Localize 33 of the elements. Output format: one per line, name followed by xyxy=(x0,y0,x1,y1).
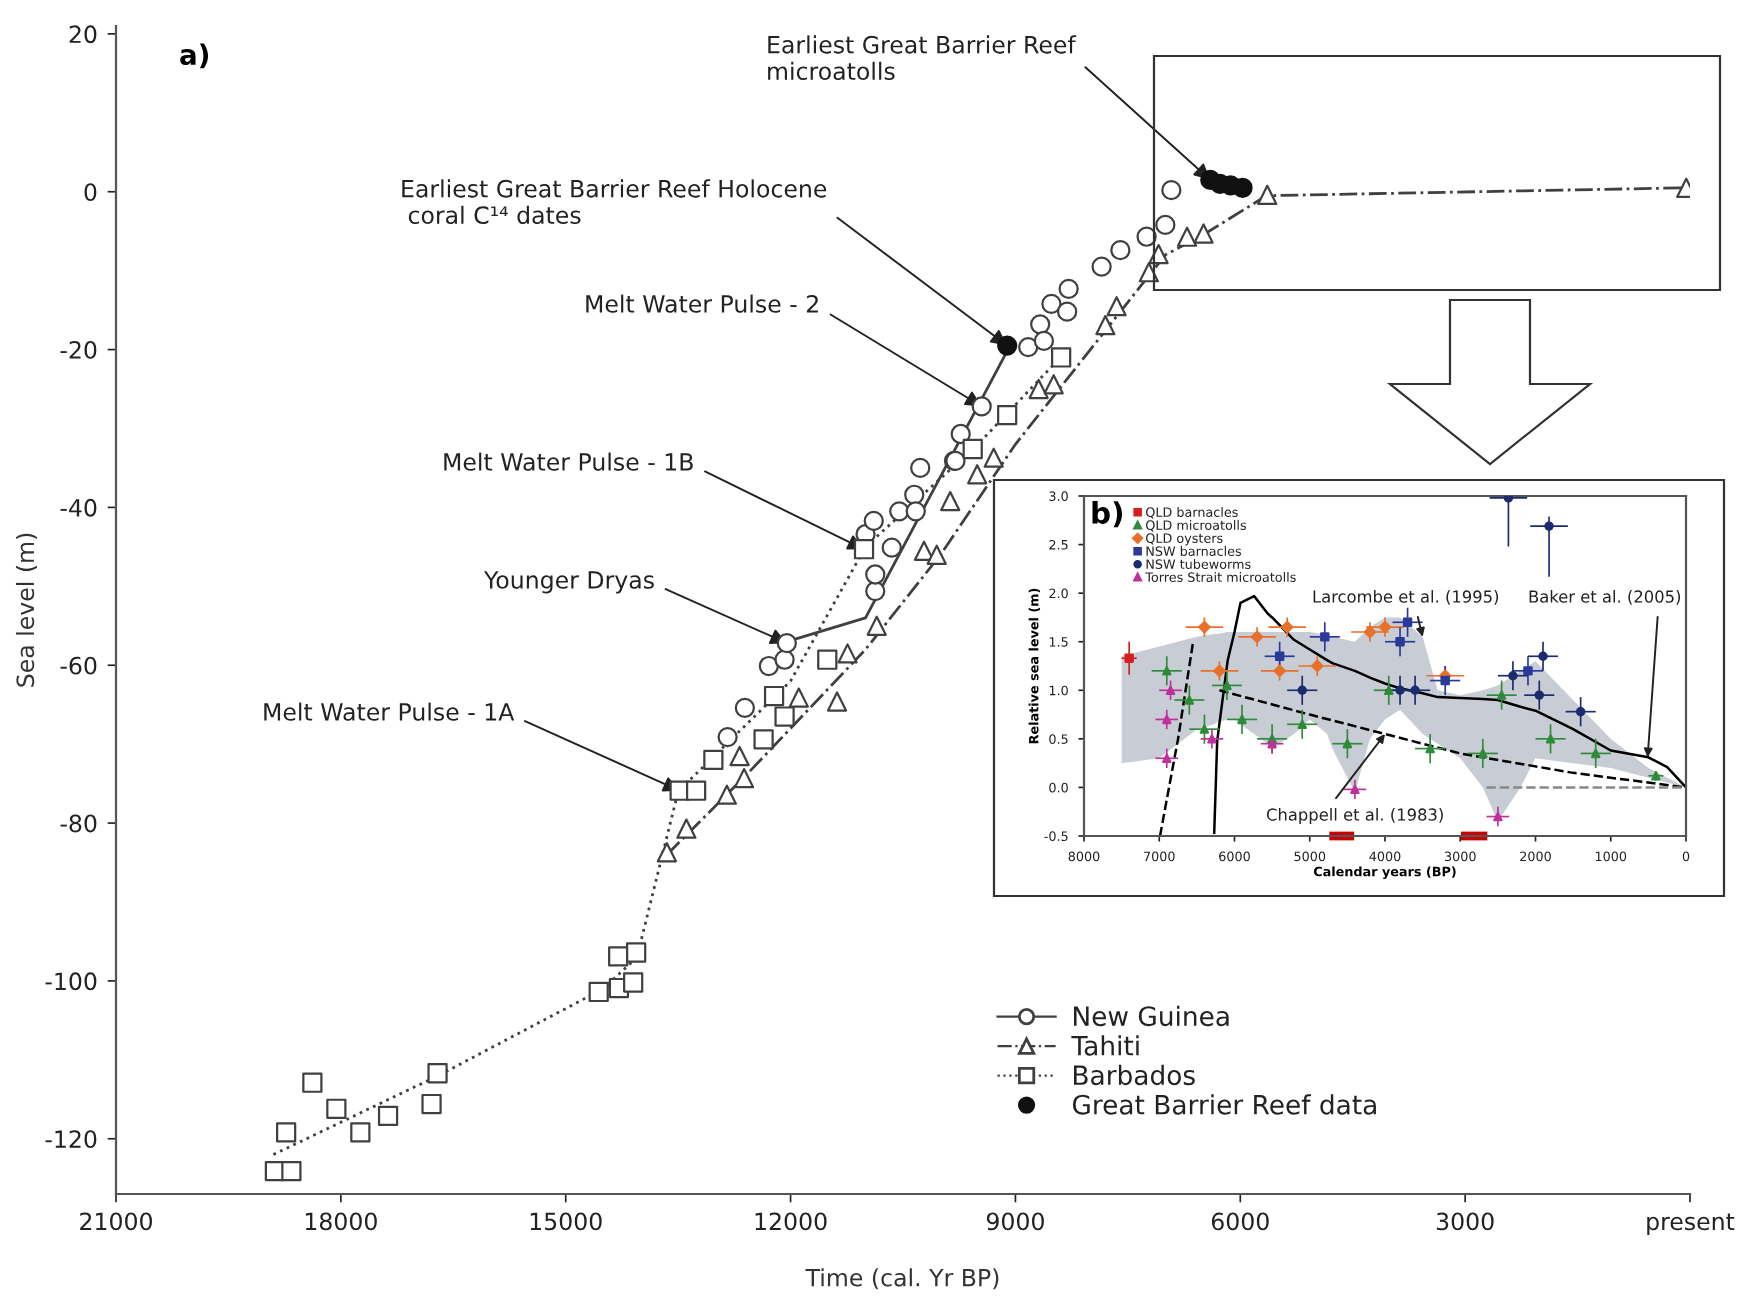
annotation: Melt Water Pulse - 1B xyxy=(444,452,693,471)
annotation: Melt Water Pulse - 2 xyxy=(586,294,818,313)
y-tick-label: -60 xyxy=(60,656,97,675)
x-axis-title: Time (cal. Yr BP) xyxy=(805,1268,999,1290)
annotation: Earliest Great Barrier Reef microatolls xyxy=(768,35,1077,81)
x-tick-label: 6000 xyxy=(1211,1212,1269,1231)
legend-label: Barbados xyxy=(1074,1064,1195,1086)
y-tick-label: -20 xyxy=(60,341,97,359)
y-tick-label: 20 xyxy=(69,25,97,44)
y-tick-label: -80 xyxy=(60,814,97,833)
legend-label: Tahiti xyxy=(1071,1035,1139,1056)
annotation: Younger Dryas xyxy=(483,571,654,594)
x-tick-label: 15000 xyxy=(530,1212,602,1231)
chart-title: b) xyxy=(1092,501,1123,528)
legend-label: New Guinea xyxy=(1074,1005,1229,1027)
annotation: Earliest Great Barrier Reef Holocene coral C¹⁴ dates xyxy=(402,179,827,225)
text: a) xyxy=(180,43,209,69)
x-tick-label: 12000 xyxy=(755,1212,827,1231)
x-tick-label: 3000 xyxy=(1436,1212,1494,1231)
annotation: Baker et al. (2005) xyxy=(1529,590,1681,605)
annotation: Chappell et al. (1983) xyxy=(1266,808,1443,824)
annotation: Larcombe et al. (1995) xyxy=(1313,590,1499,605)
y-tick-label: -100 xyxy=(45,972,97,991)
x-tick-label: 18000 xyxy=(305,1212,377,1231)
x-tick-label: 9000 xyxy=(986,1212,1044,1231)
x-tick-label: 21000 xyxy=(80,1212,152,1231)
y-axis-title: Sea level (m) xyxy=(15,533,38,687)
y-tick-label: -40 xyxy=(60,498,97,517)
y-tick-label: 0 xyxy=(84,183,97,202)
y-tick-label: -120 xyxy=(45,1130,97,1149)
annotation: Melt Water Pulse - 1A xyxy=(264,702,515,721)
x-tick-label: present xyxy=(1647,1213,1735,1235)
legend-label: Great Barrier Reef data xyxy=(1072,1094,1376,1115)
